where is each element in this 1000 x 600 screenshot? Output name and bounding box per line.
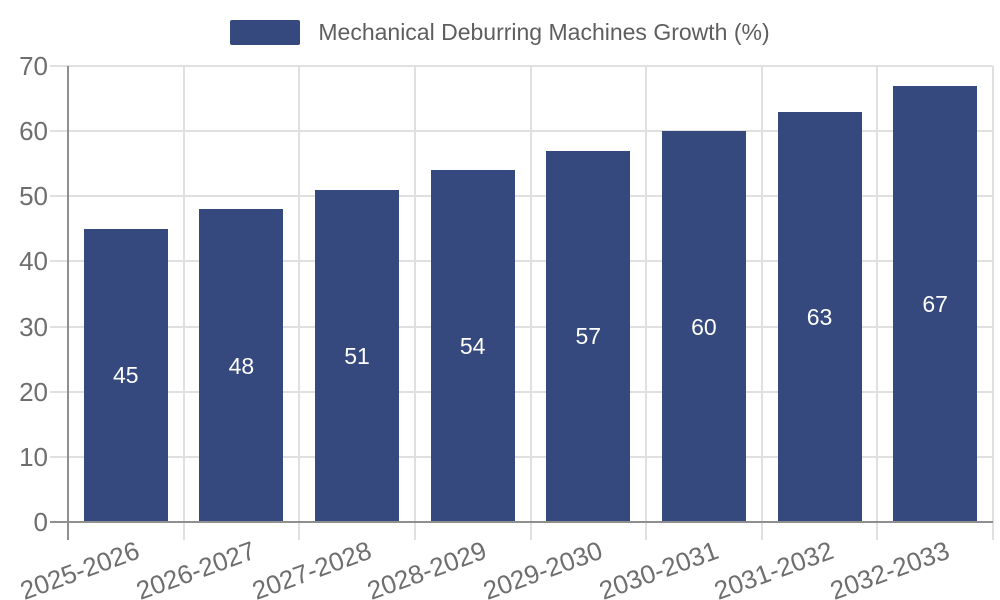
y-axis-tick <box>50 390 68 393</box>
bar-value-label: 60 <box>691 313 717 340</box>
y-axis-tick-label: 40 <box>19 246 48 277</box>
bar-value-label: 54 <box>459 333 486 360</box>
bar-value-label: 48 <box>228 352 255 379</box>
y-axis-line <box>67 66 69 540</box>
y-axis-tick-label: 60 <box>19 116 48 147</box>
y-axis-tick-label: 30 <box>19 311 48 342</box>
x-axis-tick <box>413 522 416 540</box>
bar[interactable]: 67 <box>893 85 978 522</box>
y-axis-tick <box>50 65 68 67</box>
bar[interactable]: 51 <box>315 189 400 522</box>
legend: Mechanical Deburring Machines Growth (%) <box>0 19 1000 45</box>
x-axis-tick <box>992 522 994 540</box>
legend-label: Mechanical Deburring Machines Growth (%) <box>318 19 770 45</box>
gridline-vertical <box>645 66 648 522</box>
gridline-vertical <box>992 66 994 522</box>
x-axis-tick-label: 2031-2032 <box>710 535 838 600</box>
x-axis-tick <box>876 522 879 540</box>
bar[interactable]: 57 <box>546 150 631 522</box>
y-axis-tick-label: 50 <box>19 181 48 212</box>
bar[interactable]: 63 <box>777 111 862 522</box>
y-axis-tick-label: 0 <box>33 507 48 537</box>
x-axis-tick-label: 2027-2028 <box>247 535 375 600</box>
bar[interactable]: 45 <box>83 228 168 522</box>
x-axis-tick <box>182 522 185 540</box>
x-axis-tick-label: 2029-2030 <box>479 535 607 600</box>
x-axis-line <box>50 521 993 523</box>
y-axis-tick <box>50 325 68 328</box>
gridline-vertical <box>182 66 185 522</box>
x-axis-tick <box>645 522 648 540</box>
x-axis-tick-label: 2032-2033 <box>826 535 954 600</box>
y-axis-tick <box>50 455 68 458</box>
bar-value-label: 45 <box>113 362 139 389</box>
y-axis-tick <box>50 130 68 133</box>
x-axis-tick-label: 2025-2026 <box>16 535 144 600</box>
x-axis-tick-label: 2026-2027 <box>132 535 260 600</box>
x-axis-tick <box>760 522 763 540</box>
y-axis-tick-label: 70 <box>19 51 48 81</box>
y-axis-tick <box>50 260 68 263</box>
gridline-vertical <box>760 66 763 522</box>
x-axis-tick-label: 2030-2031 <box>594 535 722 600</box>
bar-value-label: 67 <box>922 290 948 317</box>
legend-item[interactable]: Mechanical Deburring Machines Growth (%) <box>230 19 770 45</box>
gridline-vertical <box>529 66 532 522</box>
gridline-vertical <box>298 66 301 522</box>
bar-value-label: 63 <box>806 303 833 330</box>
bar[interactable]: 48 <box>199 209 284 522</box>
x-axis-tick-label: 2028-2029 <box>363 535 491 600</box>
gridline-vertical <box>413 66 416 522</box>
gridline-vertical <box>876 66 879 522</box>
legend-swatch-icon <box>230 19 301 45</box>
y-axis-tick <box>50 195 68 198</box>
bar-value-label: 57 <box>575 323 602 350</box>
bar[interactable]: 60 <box>661 131 746 522</box>
x-axis-tick <box>298 522 301 540</box>
bar-value-label: 51 <box>344 342 370 369</box>
y-axis-tick-label: 20 <box>19 376 48 407</box>
y-axis-tick-label: 10 <box>19 441 48 472</box>
x-axis-tick <box>529 522 532 540</box>
bar[interactable]: 54 <box>430 170 515 522</box>
